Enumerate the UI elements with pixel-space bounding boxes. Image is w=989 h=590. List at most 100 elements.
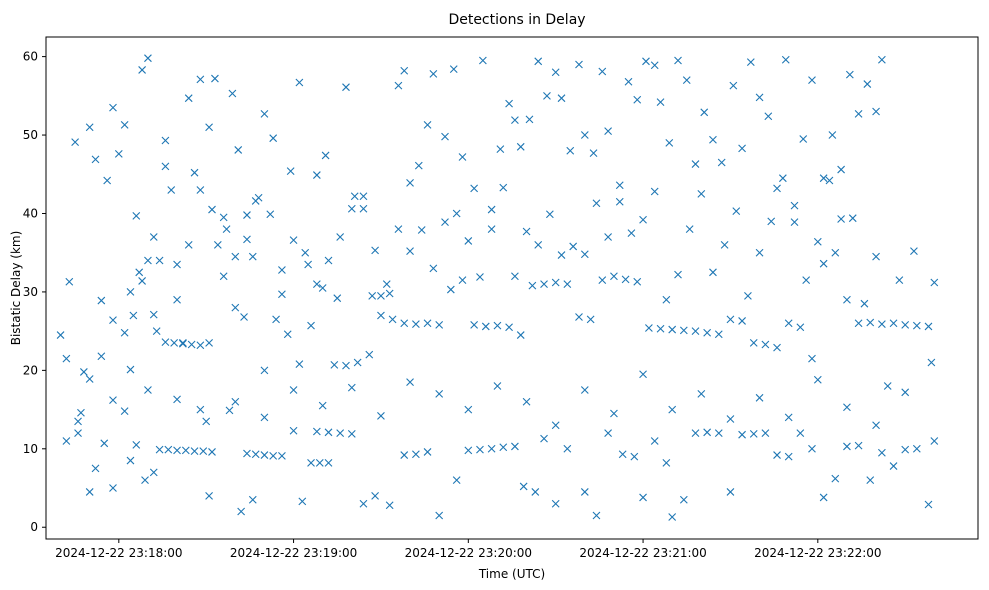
data-point [720,240,729,249]
data-point [819,493,828,502]
data-point [205,491,213,500]
plot-frame [45,36,979,540]
data-point [126,456,135,465]
data-point [700,108,709,117]
data-point [219,272,228,281]
data-point [394,225,403,234]
data-point [854,319,863,328]
data-point [411,320,420,328]
data-point [729,81,738,90]
data-point [97,352,106,361]
data-point [819,174,828,183]
data-point [278,266,286,274]
x-axis: 2024-12-22 23:18:00 2024-12-22 23:19:00 20… [55,539,882,560]
x-tick-label: 2024-12-22 23:22:00 [754,546,881,560]
data-point [598,67,607,76]
data-point [324,459,333,467]
data-point [126,288,135,296]
data-point [85,375,94,383]
data-point [205,123,213,132]
data-point [691,160,700,168]
data-point [877,320,886,328]
data-point [109,103,117,112]
data-point [831,248,840,257]
data-point [749,339,758,347]
data-point [901,388,910,397]
data-point [71,138,80,146]
data-point [808,76,816,85]
data-point [435,390,444,398]
data-point [633,277,642,286]
data-point [365,350,374,359]
data-point [650,61,659,70]
data-point [674,56,682,65]
data-point [336,429,345,437]
data-point [289,386,298,394]
data-point [85,123,94,132]
data-point [516,142,525,151]
data-point [790,201,799,210]
data-point [656,98,665,106]
data-point [668,325,677,334]
data-point [251,450,260,459]
data-point [566,146,575,155]
data-point [790,218,799,227]
data-point [901,445,910,454]
data-point [531,488,540,496]
data-point [120,120,129,129]
data-point [615,181,624,190]
data-point [196,405,205,414]
data-point [167,186,176,194]
x-tick-label: 2024-12-22 23:20:00 [405,546,532,560]
data-point [324,428,333,437]
data-point [592,199,601,208]
data-point [796,429,805,437]
data-point [231,303,240,312]
data-point [441,218,449,227]
data-point [307,459,315,467]
data-point [237,507,246,516]
data-point [784,319,793,328]
data-point [342,361,350,370]
data-point [452,476,461,485]
data-point [446,285,455,294]
data-point [196,75,205,84]
data-point [551,68,560,77]
data-point [173,295,181,304]
data-point [423,448,432,456]
data-point [298,497,307,506]
data-point [761,340,770,349]
data-point [930,437,939,445]
data-point [682,76,691,85]
data-point [377,411,385,420]
data-point [889,462,898,470]
data-point [551,499,560,508]
data-point [624,77,633,86]
data-point [260,451,269,459]
data-point [138,277,147,285]
data-point [528,281,537,290]
data-point [74,429,82,437]
y-tick-label: 30 [23,285,38,299]
data-point [190,447,199,456]
data-point [499,443,508,452]
data-point [784,413,793,422]
data-point [843,403,851,412]
data-point [144,54,152,63]
data-point [342,83,350,92]
data-point [755,248,764,257]
data-point [764,112,773,121]
data-point [685,225,694,234]
data-point [610,272,618,281]
data-point [222,225,231,234]
data-point [333,294,342,303]
data-point [173,260,181,269]
data-point [843,442,851,451]
data-point [77,408,85,417]
data-point [604,233,613,241]
data-point [476,273,484,281]
data-point [738,144,746,153]
data-point [511,116,519,125]
data-point [773,343,781,352]
data-point [312,280,321,288]
